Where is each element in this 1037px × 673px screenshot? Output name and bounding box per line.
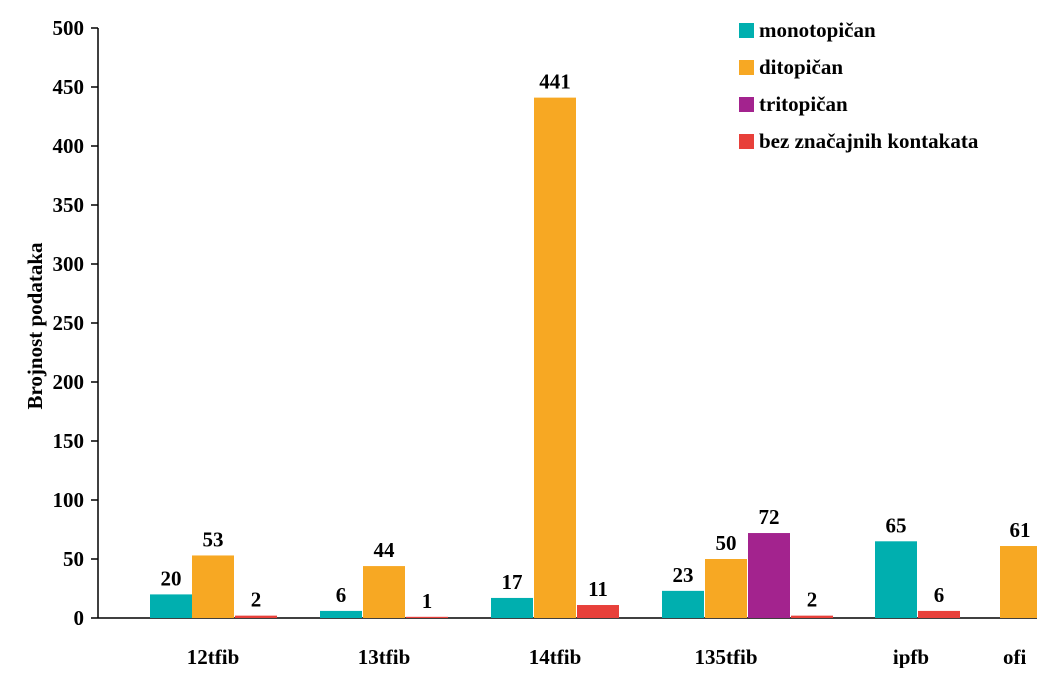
bar-ipfb-3 — [918, 610, 960, 618]
data-label: 50 — [716, 531, 737, 555]
data-label: 1 — [422, 589, 433, 613]
y-tick-label: 50 — [63, 547, 84, 571]
bar-135tfib-1 — [705, 559, 747, 618]
data-label: 44 — [374, 538, 396, 562]
y-axis-title: Brojnost podataka — [23, 242, 47, 410]
y-tick-label: 100 — [53, 488, 85, 512]
legend-swatch — [739, 60, 754, 75]
bar-13tfib-0 — [320, 610, 362, 618]
legend-label: ditopičan — [759, 55, 843, 79]
data-label: 11 — [588, 577, 608, 601]
bar-13tfib-1 — [363, 566, 405, 618]
data-label: 20 — [161, 566, 182, 590]
legend-label: bez značajnih kontakata — [759, 129, 979, 153]
data-label: 53 — [203, 527, 224, 551]
x-category-label: 135tfib — [695, 645, 758, 668]
data-label: 6 — [934, 583, 945, 607]
y-tick-label: 150 — [53, 429, 85, 453]
data-label: 2 — [807, 588, 818, 612]
y-tick-label: 250 — [53, 311, 85, 335]
y-tick-label: 300 — [53, 252, 85, 276]
bar-12tfib-3 — [235, 615, 277, 618]
x-category-label: 13tfib — [358, 645, 411, 668]
x-category-label: 14tfib — [529, 645, 582, 668]
data-label: 441 — [539, 70, 571, 94]
y-tick-label: 200 — [53, 370, 85, 394]
legend-swatch — [739, 23, 754, 38]
data-label: 17 — [502, 570, 523, 594]
legend-label: monotopičan — [759, 18, 876, 42]
bar-14tfib-3 — [577, 605, 619, 618]
legend-swatch — [739, 97, 754, 112]
x-category-label: ipfb — [893, 645, 929, 668]
bar-13tfib-3 — [406, 616, 448, 618]
y-tick-label: 450 — [53, 75, 85, 99]
data-label: 2 — [251, 588, 262, 612]
bar-ipfb-0 — [875, 541, 917, 618]
data-label: 23 — [673, 563, 694, 587]
y-tick-label: 500 — [53, 16, 85, 40]
bar-ofil-1 — [1000, 546, 1037, 618]
bar-14tfib-1 — [534, 97, 576, 619]
bar-14tfib-0 — [491, 597, 533, 618]
legend-swatch — [739, 134, 754, 149]
bar-135tfib-0 — [662, 590, 704, 618]
y-tick-label: 400 — [53, 134, 85, 158]
x-category-label: ofi — [1003, 645, 1026, 668]
data-label: 65 — [886, 513, 907, 537]
bar-12tfib-1 — [192, 555, 234, 618]
data-label: 72 — [759, 505, 780, 529]
data-label: 61 — [1010, 518, 1031, 542]
x-category-label: 12tfib — [187, 645, 240, 668]
bar-12tfib-0 — [150, 594, 192, 618]
legend-label: tritopičan — [759, 92, 848, 116]
data-label: 6 — [336, 583, 347, 607]
y-tick-label: 350 — [53, 193, 85, 217]
bar-135tfib-2 — [748, 533, 790, 618]
y-tick-label: 0 — [74, 606, 85, 630]
bar-135tfib-3 — [791, 615, 833, 618]
